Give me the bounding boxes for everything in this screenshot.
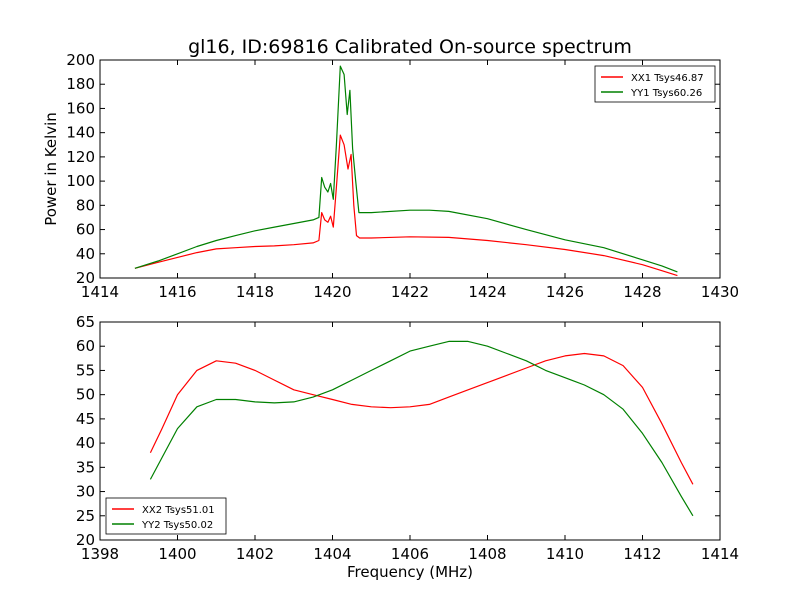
y-tick-label: 30 (76, 483, 95, 501)
legend-box (105, 497, 227, 535)
x-tick-label: 1414 (701, 545, 739, 563)
y-tick-label: 180 (66, 75, 95, 93)
x-tick-label: 1404 (313, 545, 351, 563)
y-tick-label: 80 (76, 196, 95, 214)
y-tick-label: 40 (76, 434, 95, 452)
y-tick-label: 200 (66, 51, 95, 69)
x-tick-label: 1428 (623, 283, 661, 301)
y-tick-label: 50 (76, 386, 95, 404)
y-tick-label: 60 (76, 337, 95, 355)
legend: XX1 Tsys46.87 YY1 Tsys60.26 (594, 65, 716, 103)
series-line-2 (134, 65, 678, 273)
y-tick-label: 65 (76, 313, 95, 331)
x-tick-label: 1398 (81, 545, 119, 563)
y-tick-label: 160 (66, 99, 95, 117)
x-tick-label: 1414 (81, 283, 119, 301)
legend-box (594, 65, 716, 103)
top-spectrum-panel: 1414 1416 1418 1420 1422 1424 1426 1428 1430 20 40… (42, 51, 739, 301)
bottom-spectrum-panel: 1398 1400 1402 1404 1406 1408 1410 1412 1414 20 25… (76, 313, 739, 581)
x-axis-label: Frequency (MHz) (347, 563, 473, 581)
y-tick-label: 20 (76, 531, 95, 549)
legend-label-1: XX1 Tsys46.87 (631, 73, 704, 84)
y-tick-label: 20 (76, 269, 95, 287)
x-tick-label: 1426 (546, 283, 584, 301)
y-tick-label: 60 (76, 221, 95, 239)
y-tick-label: 55 (76, 361, 95, 379)
chart-title: gl16, ID:69816 Calibrated On-source spec… (188, 36, 632, 58)
series-line-1 (134, 134, 678, 277)
x-tick-label: 1418 (236, 283, 274, 301)
series-line-1 (149, 352, 694, 485)
x-tick-label: 1430 (701, 283, 739, 301)
series-group (149, 340, 694, 517)
x-tick-label: 1420 (313, 283, 351, 301)
legend-label-2: YY1 Tsys60.26 (630, 88, 702, 99)
x-tick-label: 1422 (391, 283, 429, 301)
y-axis-label: Power in Kelvin (42, 112, 60, 226)
y-tick-label: 120 (66, 148, 95, 166)
x-tick-label: 1424 (468, 283, 506, 301)
y-tick-label: 45 (76, 410, 95, 428)
x-tick-label: 1406 (391, 545, 429, 563)
x-tick-label: 1408 (468, 545, 506, 563)
legend: XX2 Tsys51.01 YY2 Tsys50.02 (105, 497, 227, 535)
x-tick-label: 1416 (158, 283, 196, 301)
legend-label-1: XX2 Tsys51.01 (142, 505, 215, 516)
legend-label-2: YY2 Tsys50.02 (141, 520, 213, 531)
y-tick-label: 25 (76, 507, 95, 525)
y-tick-label: 140 (66, 124, 95, 142)
y-tick-label: 100 (66, 172, 95, 190)
x-tick-label: 1400 (158, 545, 196, 563)
y-tick-label: 40 (76, 245, 95, 263)
x-tick-label: 1412 (623, 545, 661, 563)
x-tick-label: 1410 (546, 545, 584, 563)
y-tick-label: 35 (76, 458, 95, 476)
series-line-2 (149, 340, 694, 517)
series-group (134, 65, 678, 277)
x-tick-label: 1402 (236, 545, 274, 563)
